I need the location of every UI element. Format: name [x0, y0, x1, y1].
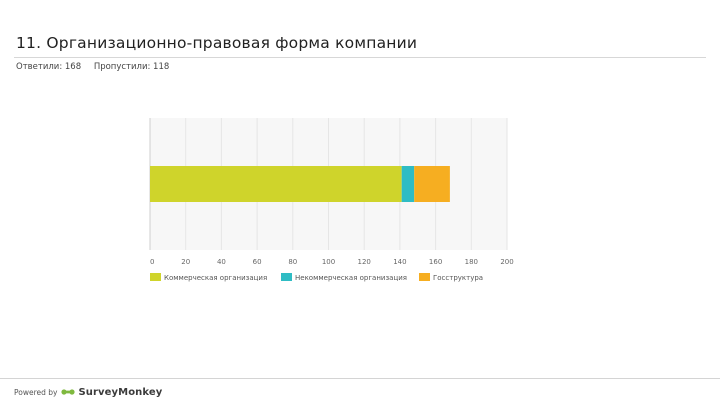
skipped-count: Пропустили: 118	[93, 62, 170, 72]
powered-by-label: Powered by	[14, 387, 58, 397]
legend-label: Госструктура	[433, 274, 483, 282]
legend-swatch	[419, 273, 430, 281]
legend-swatch	[150, 273, 161, 281]
stacked-bar-chart: 0 20 40 60 80 100 120 140 160 180 200 Коммерческая…	[149, 118, 514, 282]
response-stats: Ответили: 168 Пропустили: 118	[16, 62, 179, 72]
bar-segment	[150, 166, 402, 202]
footer-divider	[0, 378, 720, 379]
x-tick-label: 0	[150, 258, 154, 266]
legend-label: Некоммерческая организация	[295, 274, 407, 282]
x-tick-label: 40	[217, 258, 226, 266]
x-tick-label: 200	[500, 258, 513, 266]
x-tick-label: 20	[181, 258, 190, 266]
x-tick-label: 100	[322, 258, 335, 266]
chart-legend: Коммерческая организация Некоммерческая о…	[150, 273, 483, 282]
x-tick-label: 120	[358, 258, 371, 266]
brand-name: SurveyMonkey	[78, 386, 163, 398]
chart-bars	[150, 166, 450, 202]
legend-swatch	[281, 273, 292, 281]
x-tick-label: 160	[429, 258, 442, 266]
surveymonkey-logo-icon	[61, 389, 76, 395]
bar-segment	[401, 166, 415, 202]
title-divider	[14, 57, 706, 58]
x-tick-label: 60	[253, 258, 262, 266]
x-tick-label: 140	[393, 258, 406, 266]
answered-count: Ответили: 168	[16, 62, 82, 72]
legend-label: Коммерческая организация	[164, 274, 267, 282]
x-axis-ticks: 0 20 40 60 80 100 120 140 160 180 200	[150, 258, 514, 266]
x-tick-label: 80	[288, 258, 297, 266]
bar-segment	[414, 166, 450, 202]
x-tick-label: 180	[465, 258, 478, 266]
footer: Powered by SurveyMonkey	[14, 384, 162, 400]
question-title: 11. Организационно-правовая форма компан…	[16, 34, 418, 52]
